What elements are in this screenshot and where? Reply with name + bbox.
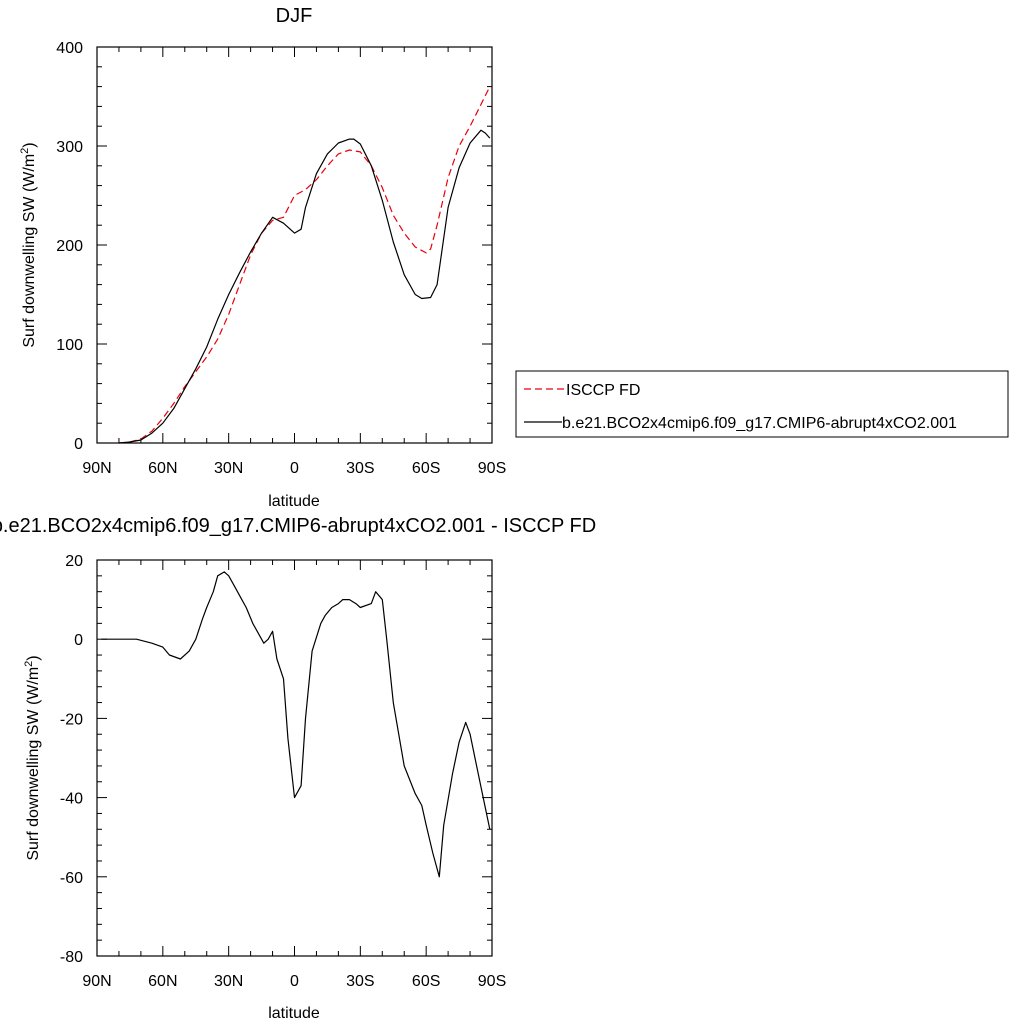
- bottom-ytick-label: 20: [65, 553, 83, 570]
- top-xtick-label: 90N: [82, 460, 111, 477]
- top-plot-xlabel: latitude: [268, 493, 320, 510]
- top-xtick-label: 90S: [478, 460, 506, 477]
- bottom-plot-title: b.e21.BCO2x4cmip6.f09_g17.CMIP6-abrupt4x…: [0, 515, 596, 537]
- bottom-xtick-label: 90N: [82, 973, 111, 990]
- bottom-xtick-label: 60S: [412, 973, 440, 990]
- bottom-xtick-label: 0: [290, 973, 299, 990]
- legend: ISCCP FD b.e21.BCO2x4cmip6.f09_g17.CMIP6…: [515, 370, 1009, 438]
- bottom-plot-ticks: 90N 60N 30N 0 30S 60S 90S -80 -60 -40 -20 0 20: [60, 553, 506, 990]
- bottom-ytick-label: -40: [60, 791, 83, 808]
- legend-box: [515, 370, 1009, 438]
- bottom-plot: b.e21.BCO2x4cmip6.f09_g17.CMIP6-abrupt4x…: [0, 515, 596, 1022]
- bottom-ytick-label: -20: [60, 711, 83, 728]
- top-series-line-0: [118, 86, 491, 444]
- top-plot-frame: [96, 46, 493, 444]
- top-plot-title: DJF: [276, 5, 313, 27]
- top-xtick-label: 30N: [214, 460, 243, 477]
- top-plot: DJF 90N 60N 30N 0 30S 60S 90S 0 100 200 300 400 lat…: [19, 5, 506, 510]
- bottom-plot-series: [101, 571, 491, 878]
- bottom-plot-ylabel-end: ): [25, 655, 42, 660]
- top-plot-ylabel-end: ): [21, 142, 38, 147]
- bottom-ytick-label: 0: [74, 632, 83, 649]
- legend-label-model: b.e21.BCO2x4cmip6.f09_g17.CMIP6-abrupt4x…: [562, 415, 957, 432]
- bottom-plot-frame: [96, 559, 493, 957]
- top-ytick-label: 200: [56, 238, 83, 255]
- top-plot-ylabel: Surf downwelling SW (W/m2): [19, 142, 38, 347]
- top-ytick-label: 100: [56, 337, 83, 354]
- top-xtick-label: 60S: [412, 460, 440, 477]
- top-xtick-label: 0: [290, 460, 299, 477]
- top-series-line-1: [118, 129, 491, 444]
- top-plot-ticks: 90N 60N 30N 0 30S 60S 90S 0 100 200 300 400: [56, 40, 506, 477]
- top-ytick-label: 400: [56, 40, 83, 57]
- top-plot-ylabel-main: Surf downwelling SW (W/m: [21, 154, 38, 348]
- top-xtick-label: 60N: [148, 460, 177, 477]
- bottom-xtick-label: 30S: [346, 973, 374, 990]
- bottom-series-line-0: [101, 571, 491, 878]
- bottom-xtick-label: 60N: [148, 973, 177, 990]
- top-plot-series: [118, 86, 491, 444]
- bottom-plot-ylabel-sup: 2: [23, 661, 35, 667]
- top-plot-ylabel-sup: 2: [19, 148, 31, 154]
- bottom-xtick-label: 30N: [214, 973, 243, 990]
- bottom-ytick-label: -60: [60, 870, 83, 887]
- bottom-xtick-label: 90S: [478, 973, 506, 990]
- bottom-ytick-label: -80: [60, 949, 83, 966]
- legend-label-isccp: ISCCP FD: [566, 382, 640, 399]
- top-ytick-label: 0: [74, 436, 83, 453]
- bottom-plot-ylabel-main: Surf downwelling SW (W/m: [25, 667, 42, 861]
- bottom-plot-ylabel: Surf downwelling SW (W/m2): [23, 655, 42, 860]
- top-xtick-label: 30S: [346, 460, 374, 477]
- top-ytick-label: 300: [56, 139, 83, 156]
- bottom-plot-xlabel: latitude: [268, 1005, 320, 1022]
